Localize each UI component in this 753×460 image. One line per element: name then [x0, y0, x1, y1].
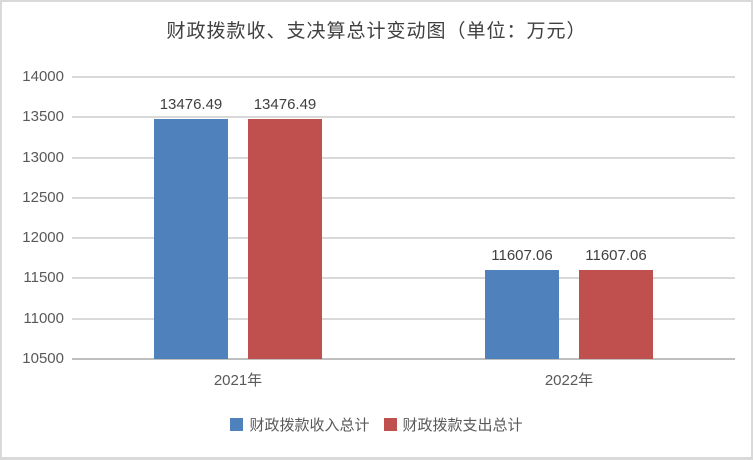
legend-label: 财政拨款收入总计	[249, 417, 370, 434]
bar-data-label: 13476.49	[159, 96, 223, 113]
gridline	[72, 277, 735, 279]
x-axis-line	[72, 358, 735, 360]
y-axis-tick-label: 10500	[22, 350, 64, 367]
legend-item: 财政拨款收入总计	[230, 414, 370, 435]
gridline	[72, 157, 735, 159]
y-axis-tick-label: 14000	[22, 68, 64, 85]
legend-swatch-icon	[383, 418, 397, 431]
x-axis-tick-label: 2022年	[544, 372, 594, 389]
gridline	[72, 116, 735, 118]
y-axis-tick-label: 11000	[23, 310, 64, 327]
bar-2022年-财政拨款支出总计	[579, 270, 653, 359]
chart-legend: 财政拨款收入总计 财政拨款支出总计	[2, 414, 751, 435]
chart-title: 财政拨款收、支决算总计变动图（单位：万元）	[166, 21, 587, 42]
bar-2021年-财政拨款收入总计	[154, 119, 228, 359]
gridline	[72, 318, 735, 320]
gridline	[72, 237, 735, 239]
y-axis-tick-label: 12000	[22, 229, 64, 246]
bar-data-label: 13476.49	[253, 96, 317, 113]
bar-2022年-财政拨款收入总计	[485, 270, 559, 359]
bar-2021年-财政拨款支出总计	[248, 119, 322, 359]
bar-data-label: 11607.06	[585, 247, 647, 264]
y-axis-tick-label: 11500	[23, 269, 64, 286]
y-axis-tick-label: 12500	[22, 189, 64, 206]
y-axis-tick-label: 13500	[22, 108, 64, 125]
legend-label: 财政拨款支出总计	[402, 417, 523, 434]
gridline	[72, 76, 735, 78]
legend-item: 财政拨款支出总计	[383, 414, 523, 435]
legend-swatch-icon	[230, 418, 244, 431]
gridline	[72, 197, 735, 199]
x-axis-tick-label: 2021年	[213, 372, 263, 389]
bar-data-label: 11607.06	[491, 247, 553, 264]
y-axis-tick-label: 13000	[22, 149, 64, 166]
